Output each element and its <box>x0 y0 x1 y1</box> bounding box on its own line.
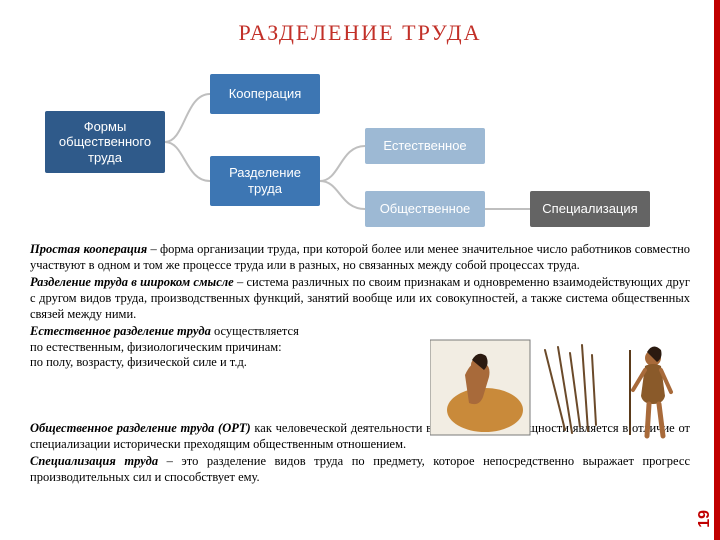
accent-bar <box>714 0 720 540</box>
node-nat: Естественное <box>365 128 485 164</box>
node-spec: Специализация <box>530 191 650 227</box>
para-3-line3: по полу, возрасту, физической силе и т.д… <box>30 355 247 369</box>
hierarchy-diagram: Формы общественного труда Кооперация Разде… <box>35 56 685 236</box>
para-3-line2: по естественным, физиологическим причина… <box>30 340 282 354</box>
para-3-rest-a: осуществляется <box>211 324 299 338</box>
para-3-term: Естественное разделение труда <box>30 324 211 338</box>
slide-root: РАЗДЕЛЕНИЕ ТРУДА Формы общественного тру… <box>0 0 720 540</box>
page-number: 19 <box>696 510 714 528</box>
node-coop: Кооперация <box>210 74 320 114</box>
para-5-term: Специализация труда <box>30 454 158 468</box>
node-soc: Общественное <box>365 191 485 227</box>
illustration-group <box>430 335 680 445</box>
primitive-people-illustration <box>430 335 680 445</box>
para-1: Простая кооперация – форма организации т… <box>30 242 690 273</box>
node-div: Разделение труда <box>210 156 320 206</box>
para-4-term: Общественное разделение труда (ОРТ) <box>30 421 251 435</box>
para-2: Разделение труда в широком смысле – сист… <box>30 275 690 322</box>
para-2-term: Разделение труда в широком смысле <box>30 275 234 289</box>
node-root: Формы общественного труда <box>45 111 165 173</box>
para-3: Естественное разделение труда осуществля… <box>30 324 410 371</box>
para-5: Специализация труда – это разделение вид… <box>30 454 690 485</box>
slide-title: РАЗДЕЛЕНИЕ ТРУДА <box>30 20 690 46</box>
para-1-term: Простая кооперация <box>30 242 147 256</box>
